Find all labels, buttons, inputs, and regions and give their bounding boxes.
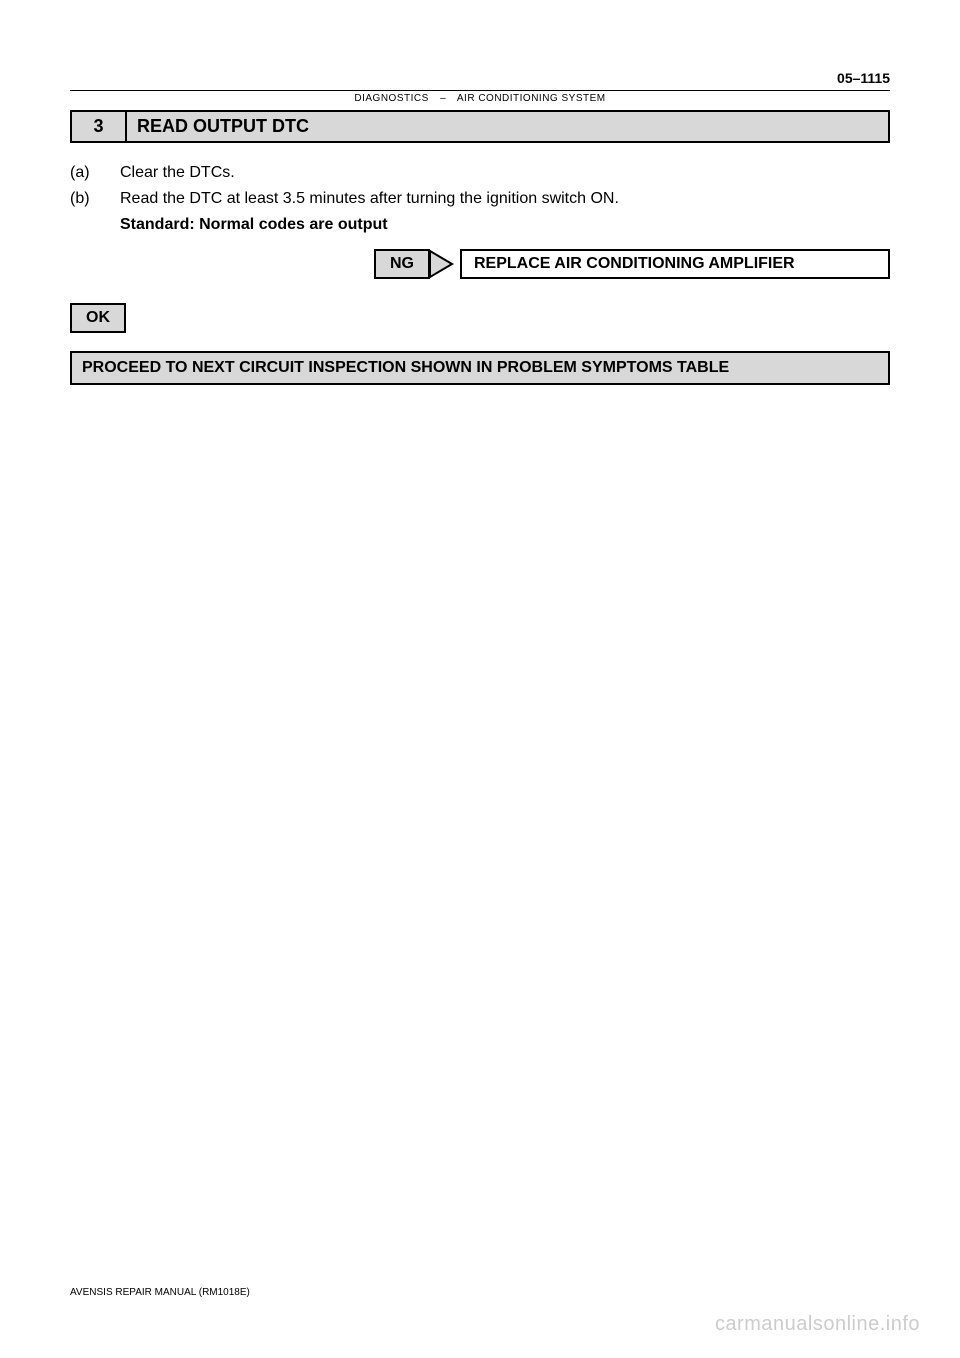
- breadcrumb-right: AIR CONDITIONING SYSTEM: [457, 93, 606, 104]
- step-box: 3 READ OUTPUT DTC: [70, 110, 890, 143]
- header-rule: [70, 90, 890, 91]
- arrow-right-icon: [430, 249, 454, 279]
- proceed-box: PROCEED TO NEXT CIRCUIT INSPECTION SHOWN…: [70, 351, 890, 385]
- footer-text: AVENSIS REPAIR MANUAL (RM1018E): [70, 1287, 250, 1298]
- ng-result: REPLACE AIR CONDITIONING AMPLIFIER: [460, 249, 890, 279]
- instruction-a-text: Clear the DTCs.: [120, 161, 890, 185]
- instruction-b-text: Read the DTC at least 3.5 minutes after …: [120, 187, 890, 211]
- instruction-a-label: (a): [70, 161, 120, 185]
- ng-arrow-group: NG: [374, 249, 454, 279]
- instruction-list: (a) Clear the DTCs. (b) Read the DTC at …: [70, 161, 890, 237]
- step-number: 3: [72, 112, 127, 141]
- instruction-b: (b) Read the DTC at least 3.5 minutes af…: [70, 187, 890, 211]
- page-number: 05–1115: [70, 70, 890, 86]
- instruction-b-label: (b): [70, 187, 120, 211]
- instruction-a: (a) Clear the DTCs.: [70, 161, 890, 185]
- breadcrumb: DIAGNOSTICS – AIR CONDITIONING SYSTEM: [70, 93, 890, 104]
- breadcrumb-left: DIAGNOSTICS: [354, 93, 428, 104]
- breadcrumb-dash: –: [440, 93, 446, 104]
- step-title: READ OUTPUT DTC: [127, 112, 888, 141]
- page-content: 05–1115 DIAGNOSTICS – AIR CONDITIONING S…: [0, 0, 960, 425]
- ng-label: NG: [374, 249, 430, 279]
- ng-row: NG REPLACE AIR CONDITIONING AMPLIFIER: [70, 249, 890, 279]
- ok-label: OK: [70, 303, 126, 333]
- instruction-standard: Standard: Normal codes are output: [120, 213, 890, 237]
- watermark: carmanualsonline.info: [715, 1313, 920, 1336]
